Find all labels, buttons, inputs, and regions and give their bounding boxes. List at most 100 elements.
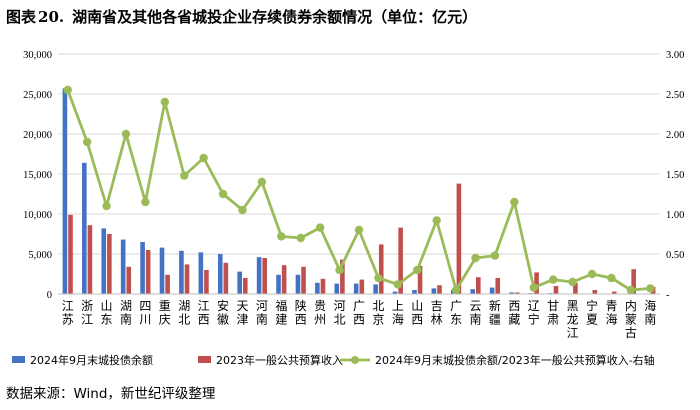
line-point	[471, 253, 480, 263]
bar-series-1	[489, 287, 495, 294]
y-right-tick-label: 2.00	[666, 130, 684, 141]
line-point	[548, 275, 558, 284]
line-point	[587, 269, 597, 279]
line-point	[257, 177, 267, 187]
bar-series-2	[514, 292, 520, 294]
bar-series-2	[107, 234, 112, 294]
figure-title: 图表 20. 湖南省及其他各省城投企业存续债券余额情况（单位：亿元）	[6, 5, 696, 29]
x-tick-label: 山西	[411, 299, 423, 327]
x-tick-label: 福建	[275, 298, 287, 327]
line-point	[121, 129, 131, 139]
y-right-tick-label: 1.50	[666, 170, 684, 181]
line-point	[63, 85, 72, 95]
line-point	[607, 273, 616, 283]
line-point	[354, 225, 364, 235]
x-tick-label: 湖北	[178, 298, 190, 327]
line-point	[568, 277, 577, 287]
x-tick-label: 吉林	[431, 299, 443, 327]
line-point	[432, 216, 441, 225]
x-tick-label: 四川	[139, 299, 151, 327]
bar-series-1	[159, 247, 165, 294]
line-point	[277, 232, 286, 241]
bar-series-2	[456, 183, 462, 294]
y-right-tick-label: -	[666, 290, 670, 301]
bar-series-2	[301, 266, 306, 294]
x-tick-label: 江西	[198, 299, 210, 327]
x-tick-label: 云南	[470, 299, 482, 327]
line-point	[238, 205, 247, 215]
bar-series-1	[412, 290, 417, 294]
line-point	[646, 284, 655, 293]
y-left-tick-label: 5,000	[28, 250, 52, 261]
line-point	[490, 251, 500, 260]
bar-series-1	[470, 289, 476, 294]
figure-label: 图表	[6, 8, 37, 26]
bar-series-2	[126, 266, 132, 294]
bar-series-2	[68, 214, 73, 294]
bar-series-1	[82, 162, 87, 294]
bar-series-1	[179, 250, 184, 294]
line-point	[102, 201, 111, 211]
x-tick-label: 辽宁	[528, 299, 540, 327]
y-right-tick-label: 0.50	[666, 250, 684, 261]
x-tick-label: 浙江	[81, 299, 93, 327]
x-tick-label: 海南	[644, 298, 656, 327]
line-point	[510, 197, 519, 207]
line-point	[626, 285, 636, 295]
bar-series-2	[281, 265, 287, 294]
bar-series-2	[534, 272, 539, 294]
y-left-tick-label: 25,000	[23, 90, 52, 101]
x-tick-label: 重庆	[159, 299, 171, 327]
line-point	[451, 285, 461, 295]
bar-series-1	[509, 292, 514, 294]
bar-series-1	[62, 88, 68, 295]
bar-series-1	[276, 274, 281, 294]
bar-series-2	[242, 278, 248, 294]
source-note: 数据来源：Wind，新世纪评级整理	[6, 386, 216, 402]
bar-series-2	[592, 290, 598, 294]
bar-series-1	[256, 257, 262, 294]
bar-series-2	[165, 274, 170, 294]
x-tick-label: 内蒙古	[625, 299, 637, 340]
legend-label-3: 2024年9月末城投债余额/2023年一般公共预算收入-右轴	[375, 353, 655, 367]
legend-label-1: 2024年9月末城投债余额	[30, 353, 153, 367]
line-point	[82, 137, 92, 147]
x-tick-label: 广西	[353, 299, 365, 327]
x-tick-label: 湖南	[120, 298, 132, 327]
x-tick-label: 天津	[236, 299, 248, 327]
bar-series-2	[631, 269, 636, 294]
y-right-tick-label: 2.50	[666, 90, 684, 101]
x-tick-label: 陕西	[295, 298, 307, 327]
bar-series-2	[320, 278, 326, 294]
line-point	[374, 273, 383, 283]
line-point	[180, 171, 189, 180]
bar-series-2	[398, 227, 403, 294]
figure-title-text: 湖南省及其他各省城投企业存续债券余额情况（单位：亿元）	[72, 8, 478, 26]
bar-series-1	[237, 271, 242, 294]
x-tick-label: 上海	[392, 299, 404, 327]
y-left-tick-label: 10,000	[23, 210, 52, 221]
line-point	[393, 280, 403, 289]
bar-series-1	[392, 291, 398, 294]
line-point	[160, 97, 170, 107]
legend-label-2: 2023年一般公共预算收入	[216, 353, 343, 367]
bar-series-2	[573, 282, 578, 294]
line-series-3	[66, 89, 651, 292]
bar-series-2	[145, 250, 151, 294]
bar-series-1	[315, 282, 320, 294]
x-tick-label: 新疆	[489, 298, 501, 327]
line-point	[529, 283, 538, 292]
line-point	[315, 223, 325, 232]
legend-marker	[351, 356, 359, 364]
bar-series-1	[353, 283, 359, 294]
line-point	[296, 233, 305, 243]
bar-series-2	[611, 291, 617, 294]
bar-series-2	[87, 225, 93, 294]
y-left-tick-label: 15,000	[23, 170, 52, 181]
figure-number: 20.	[38, 8, 65, 26]
x-tick-label: 广东	[450, 299, 462, 327]
bar-series-1	[101, 228, 107, 294]
x-tick-label: 安徽	[217, 298, 229, 327]
x-tick-label: 山东	[101, 299, 113, 327]
